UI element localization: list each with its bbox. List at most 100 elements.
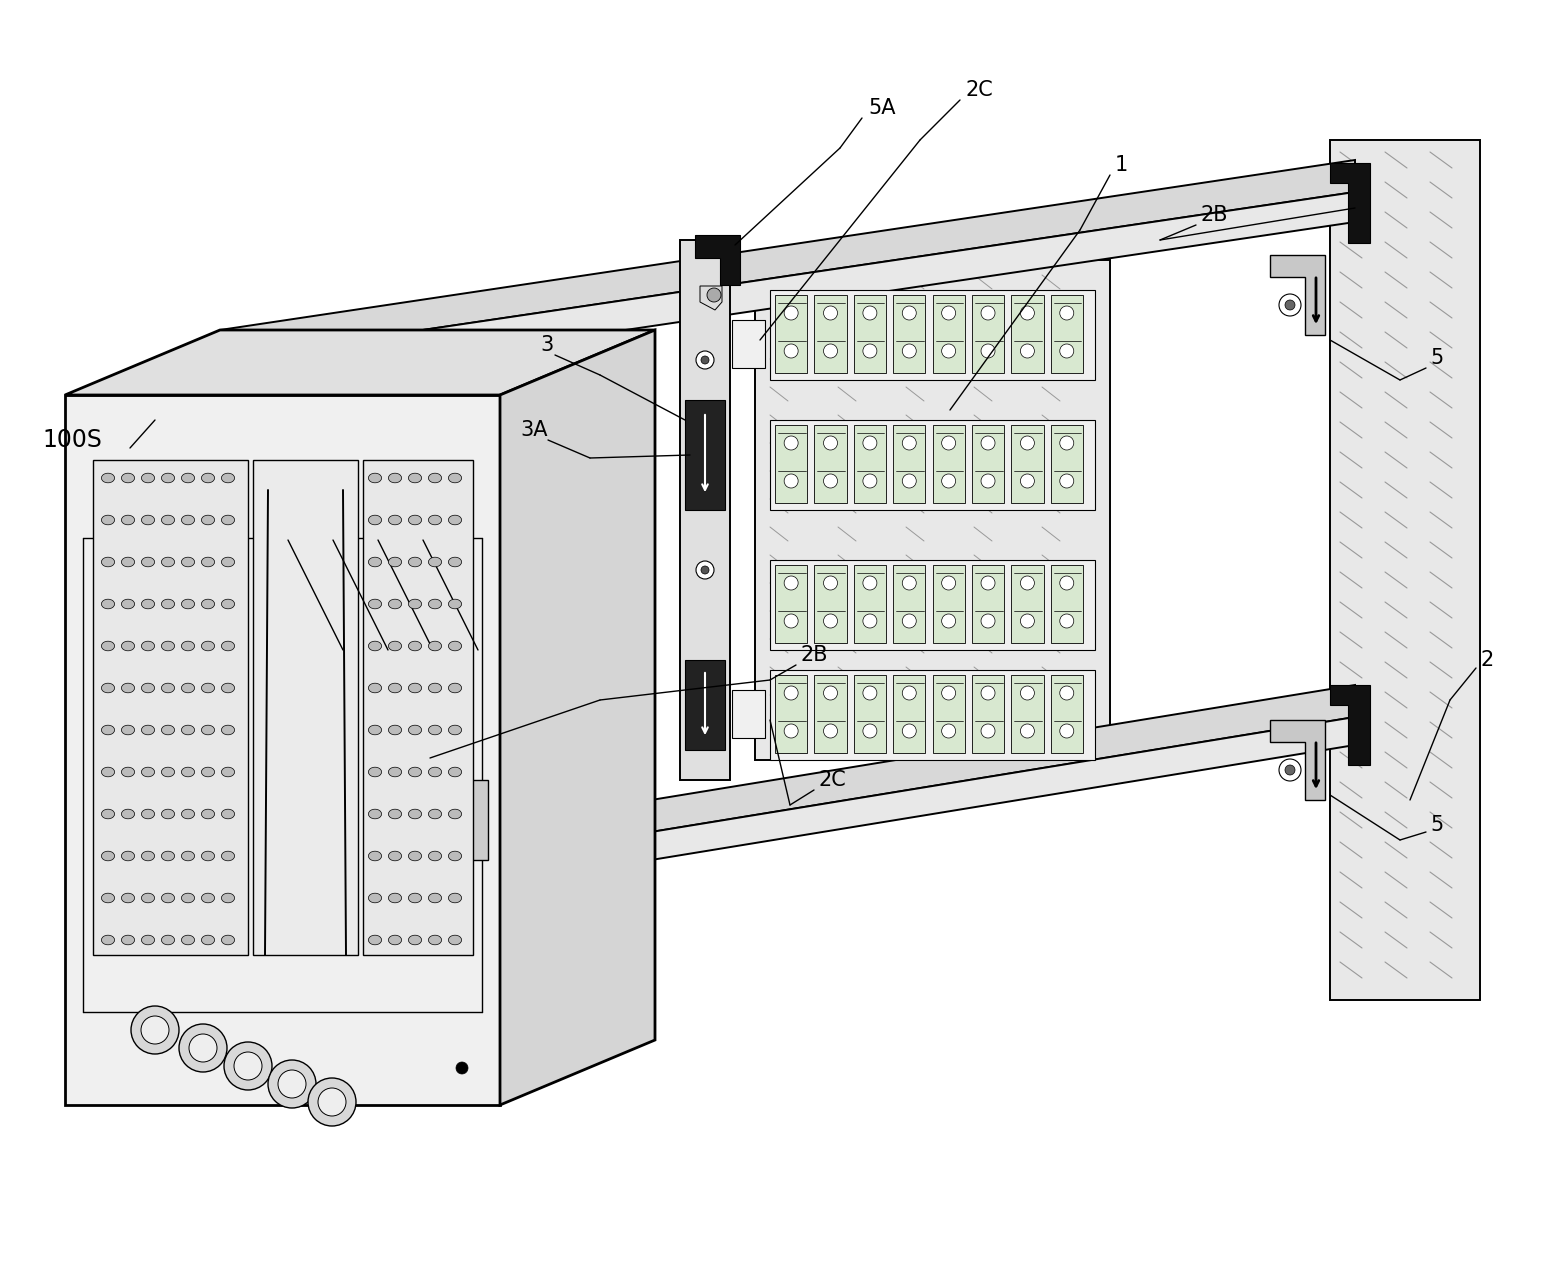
Ellipse shape: [101, 726, 115, 735]
Ellipse shape: [388, 809, 402, 819]
Circle shape: [942, 474, 956, 488]
Polygon shape: [1051, 565, 1083, 644]
Ellipse shape: [408, 767, 422, 777]
Ellipse shape: [161, 894, 175, 903]
Ellipse shape: [222, 726, 234, 735]
Ellipse shape: [121, 599, 135, 609]
Ellipse shape: [141, 894, 155, 903]
Ellipse shape: [202, 558, 214, 567]
Text: 2B: 2B: [1200, 205, 1228, 226]
Circle shape: [1060, 576, 1074, 590]
Ellipse shape: [449, 641, 461, 651]
Ellipse shape: [141, 767, 155, 777]
Circle shape: [1279, 759, 1301, 781]
Ellipse shape: [388, 726, 402, 735]
Polygon shape: [972, 295, 1004, 373]
Ellipse shape: [101, 767, 115, 777]
Ellipse shape: [101, 683, 115, 692]
Ellipse shape: [388, 683, 402, 692]
Polygon shape: [253, 460, 359, 955]
Polygon shape: [684, 400, 725, 510]
Ellipse shape: [121, 641, 135, 651]
Ellipse shape: [161, 641, 175, 651]
Ellipse shape: [368, 767, 382, 777]
Circle shape: [824, 686, 838, 700]
Circle shape: [981, 306, 995, 320]
Circle shape: [268, 1060, 317, 1108]
Ellipse shape: [408, 641, 422, 651]
Ellipse shape: [428, 641, 442, 651]
Circle shape: [824, 436, 838, 450]
Circle shape: [902, 436, 916, 450]
Ellipse shape: [101, 473, 115, 483]
Polygon shape: [220, 160, 1355, 360]
Circle shape: [981, 474, 995, 488]
Ellipse shape: [408, 683, 422, 692]
Ellipse shape: [202, 641, 214, 651]
Circle shape: [824, 576, 838, 590]
Polygon shape: [770, 420, 1096, 510]
Circle shape: [1060, 614, 1074, 628]
Ellipse shape: [182, 515, 194, 524]
Circle shape: [902, 614, 916, 628]
Polygon shape: [733, 320, 765, 368]
Ellipse shape: [449, 726, 461, 735]
Ellipse shape: [408, 726, 422, 735]
Polygon shape: [93, 460, 248, 955]
Polygon shape: [854, 426, 886, 503]
Circle shape: [863, 436, 877, 450]
Circle shape: [141, 1017, 169, 1044]
Ellipse shape: [449, 935, 461, 945]
Circle shape: [863, 576, 877, 590]
Text: 5: 5: [1429, 815, 1443, 835]
Ellipse shape: [449, 599, 461, 609]
Circle shape: [863, 344, 877, 358]
Ellipse shape: [368, 599, 382, 609]
Circle shape: [1285, 300, 1294, 310]
Polygon shape: [854, 565, 886, 644]
Ellipse shape: [161, 683, 175, 692]
Ellipse shape: [408, 894, 422, 903]
Circle shape: [1285, 765, 1294, 776]
Polygon shape: [770, 560, 1096, 650]
Polygon shape: [345, 717, 1355, 910]
Circle shape: [695, 562, 714, 579]
Circle shape: [824, 344, 838, 358]
Ellipse shape: [222, 809, 234, 819]
Circle shape: [942, 436, 956, 450]
Polygon shape: [933, 676, 965, 753]
Circle shape: [942, 306, 956, 320]
Text: 2C: 2C: [818, 770, 846, 790]
Ellipse shape: [368, 515, 382, 524]
Polygon shape: [1330, 163, 1370, 244]
Polygon shape: [700, 286, 722, 310]
Circle shape: [1060, 436, 1074, 450]
Ellipse shape: [428, 558, 442, 567]
Circle shape: [981, 614, 995, 628]
Ellipse shape: [121, 809, 135, 819]
Polygon shape: [65, 395, 500, 1105]
Circle shape: [902, 474, 916, 488]
Polygon shape: [754, 260, 1110, 760]
Ellipse shape: [388, 894, 402, 903]
Polygon shape: [1051, 426, 1083, 503]
Text: 2: 2: [1481, 650, 1493, 670]
Ellipse shape: [121, 726, 135, 735]
Ellipse shape: [428, 726, 442, 735]
Ellipse shape: [101, 894, 115, 903]
Ellipse shape: [121, 473, 135, 483]
Ellipse shape: [121, 558, 135, 567]
Polygon shape: [500, 329, 655, 1105]
Circle shape: [318, 1088, 346, 1117]
Circle shape: [695, 351, 714, 369]
Ellipse shape: [121, 515, 135, 524]
Polygon shape: [345, 685, 1355, 882]
Circle shape: [902, 724, 916, 738]
Circle shape: [902, 344, 916, 358]
Ellipse shape: [449, 558, 461, 567]
Ellipse shape: [141, 599, 155, 609]
Polygon shape: [933, 426, 965, 503]
Ellipse shape: [182, 809, 194, 819]
Circle shape: [784, 614, 798, 628]
Ellipse shape: [121, 767, 135, 777]
